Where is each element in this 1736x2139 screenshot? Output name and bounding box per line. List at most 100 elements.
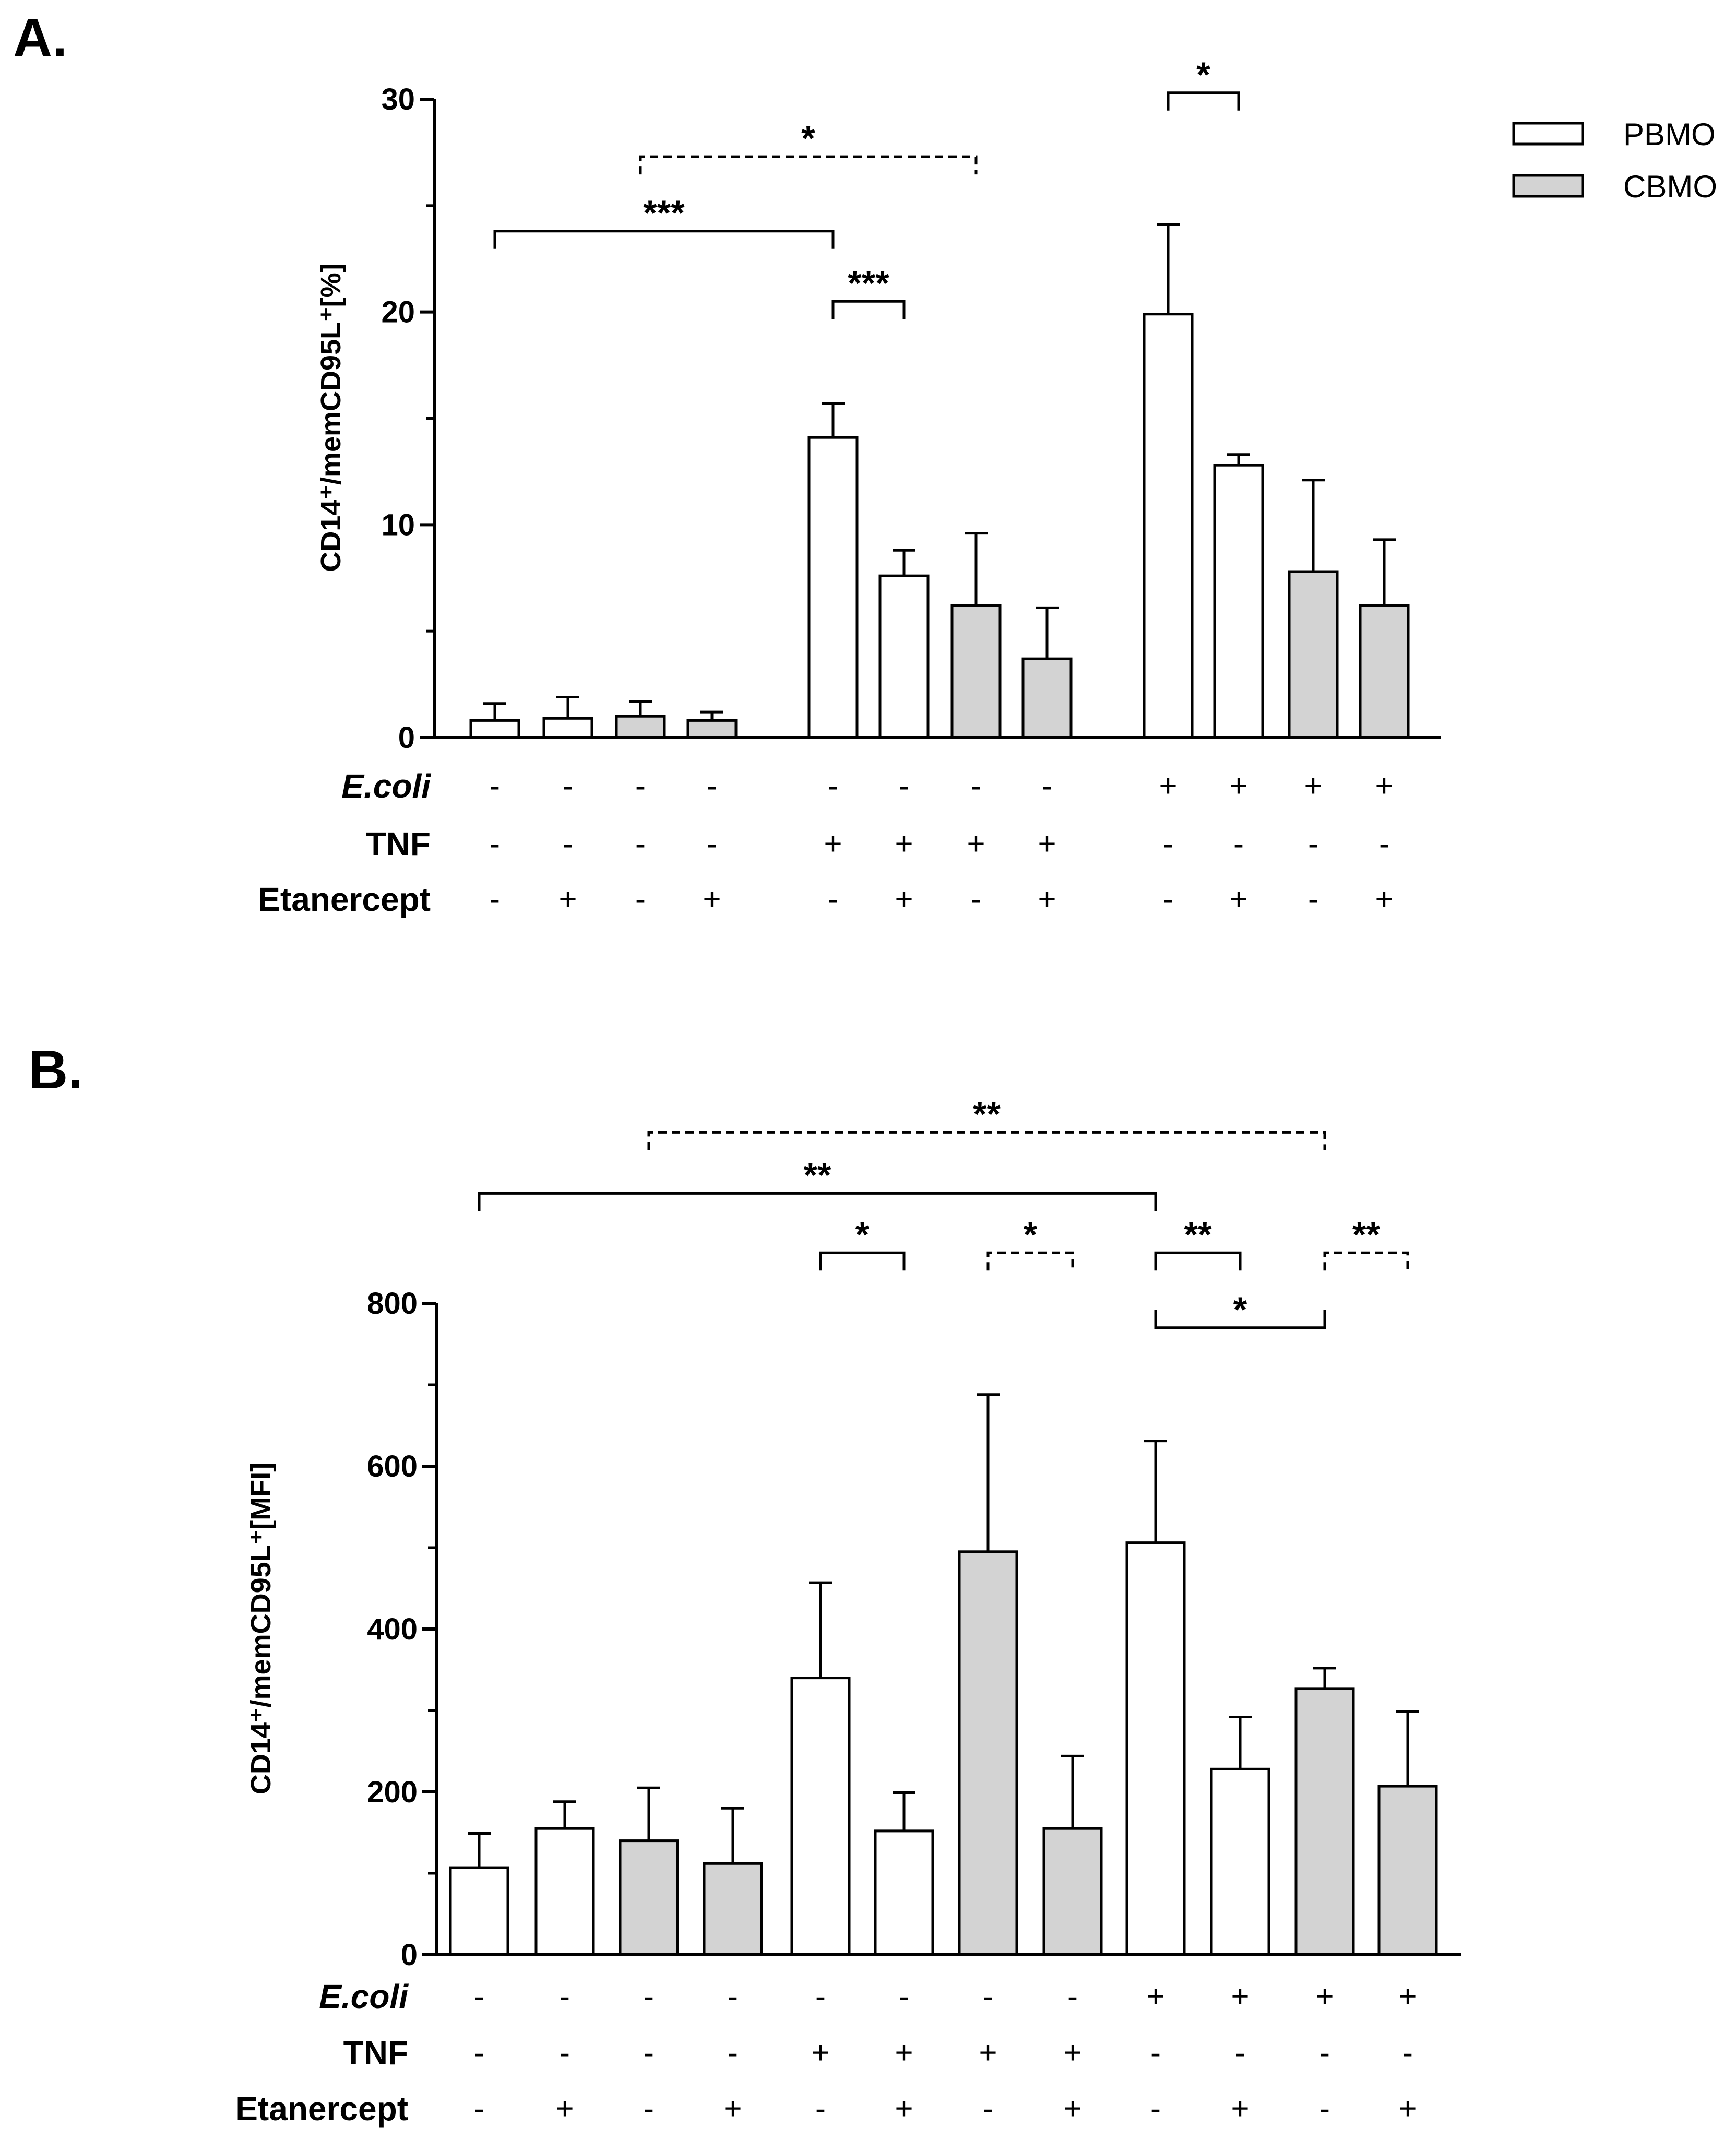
bar-cbmo-11 <box>1294 1687 1355 1956</box>
legend-swatch-cbmo <box>1512 174 1584 198</box>
significance-bracket-3 <box>819 1251 906 1271</box>
bar-cbmo-4 <box>703 1862 763 1956</box>
bar-cbmo-8 <box>1042 1827 1103 1956</box>
bar-pbmo-6 <box>878 574 930 739</box>
condition-tnf-7: + <box>967 826 985 861</box>
bar-pbmo-6 <box>874 1829 934 1956</box>
condition-etanercept-11: - <box>1319 2091 1330 2126</box>
condition-ecoli-8: - <box>1067 1979 1078 2014</box>
panel-b-label: B. <box>29 1040 83 1100</box>
condition-ecoli-3: - <box>635 768 646 803</box>
panel-a-row-label-etanercept: Etanercept <box>258 881 431 918</box>
bar-pbmo-5 <box>807 436 859 739</box>
panel-a-bars <box>469 223 1410 739</box>
y-tick-label-1: 10 <box>381 508 415 542</box>
bar-cbmo-12 <box>1377 1785 1438 1956</box>
condition-etanercept-12: + <box>1375 882 1393 917</box>
significance-label-4: * <box>1024 1215 1038 1254</box>
panel-a-row-label-ecoli: E.coli <box>341 767 431 805</box>
legend: PBMO CBMO <box>1512 117 1717 204</box>
condition-ecoli-9: + <box>1146 1979 1164 2014</box>
significance-bracket-1 <box>647 1131 1326 1150</box>
significance-label-3: *** <box>848 263 889 303</box>
condition-etanercept-6: + <box>895 882 913 917</box>
bar-cbmo-3 <box>619 1839 679 1956</box>
condition-ecoli-5: - <box>828 768 838 803</box>
significance-bracket-6 <box>1323 1251 1409 1271</box>
condition-ecoli-5: - <box>815 1979 826 2014</box>
panel-b-condition-table: E.coli TNF Etanercept - - - - - - - - + + + + - - - - + +… <box>235 1978 1417 2128</box>
condition-etanercept-1: - <box>490 882 500 917</box>
condition-ecoli-11: + <box>1304 768 1322 803</box>
bar-cbmo-8 <box>1021 657 1073 739</box>
panel-a-condition-table: E.coli TNF Etanercept - - - - - - - - + + + + - - - - + +… <box>258 767 1393 918</box>
condition-tnf-9: - <box>1150 2035 1161 2070</box>
y-tick-label-2: 20 <box>381 295 415 329</box>
panel-b-significance: ***** * ** *** <box>478 1094 1409 1329</box>
condition-etanercept-1: - <box>474 2091 484 2126</box>
condition-etanercept-9: - <box>1150 2091 1161 2126</box>
condition-tnf-3: - <box>644 2035 654 2070</box>
panel-b-row-label-ecoli: E.coli <box>319 1978 409 2015</box>
condition-tnf-5: + <box>811 2035 829 2070</box>
condition-tnf-6: + <box>895 826 913 861</box>
bar-pbmo-5 <box>790 1677 851 1956</box>
legend-label-cbmo: CBMO <box>1623 169 1717 204</box>
bar-pbmo-2 <box>534 1827 595 1956</box>
significance-bracket-1 <box>493 230 835 249</box>
condition-tnf-6: + <box>895 2035 913 2070</box>
condition-etanercept-8: + <box>1038 882 1056 917</box>
condition-tnf-8: + <box>1063 2035 1081 2070</box>
significance-bracket-4 <box>986 1251 1074 1271</box>
bar-cbmo-3 <box>615 715 666 739</box>
condition-tnf-11: - <box>1319 2035 1330 2070</box>
y-tick-label-4: 800 <box>367 1287 418 1321</box>
bar-pbmo-10 <box>1213 464 1264 739</box>
panel-a-label: A. <box>13 8 67 68</box>
condition-tnf-3: - <box>635 826 646 861</box>
bar-cbmo-7 <box>958 1550 1018 1956</box>
condition-etanercept-6: + <box>895 2091 913 2126</box>
y-tick-label-2: 400 <box>367 1612 418 1646</box>
bar-pbmo-2 <box>542 717 593 739</box>
significance-label-1: ** <box>973 1094 1001 1134</box>
condition-etanercept-3: - <box>635 882 646 917</box>
panel-b-y-axis-label: CD14⁺/memCD95L⁺[MFI] <box>245 1463 277 1795</box>
condition-tnf-12: - <box>1402 2035 1413 2070</box>
condition-etanercept-10: + <box>1231 2091 1249 2126</box>
condition-tnf-10: - <box>1233 826 1244 861</box>
condition-tnf-5: + <box>824 826 842 861</box>
condition-ecoli-11: + <box>1315 1979 1334 2014</box>
condition-tnf-1: - <box>490 826 500 861</box>
significance-label-2: * <box>801 118 815 158</box>
condition-etanercept-8: + <box>1063 2091 1081 2126</box>
condition-ecoli-10: + <box>1229 768 1247 803</box>
bar-pbmo-9 <box>1143 313 1194 739</box>
panel-a-row-label-tnf: TNF <box>366 825 431 863</box>
condition-etanercept-7: - <box>983 2091 993 2126</box>
bar-cbmo-7 <box>950 604 1002 739</box>
panel-b-bars <box>449 1393 1438 1956</box>
condition-ecoli-8: - <box>1042 768 1052 803</box>
legend-label-pbmo: PBMO <box>1623 117 1716 152</box>
y-tick-label-1: 200 <box>367 1775 418 1809</box>
condition-tnf-1: - <box>474 2035 484 2070</box>
bar-pbmo-9 <box>1125 1541 1186 1956</box>
significance-bracket-7 <box>1154 1310 1326 1329</box>
condition-ecoli-6: - <box>899 1979 909 2014</box>
condition-etanercept-9: - <box>1163 882 1173 917</box>
y-tick-label-3: 30 <box>381 82 415 116</box>
bar-pbmo-1 <box>449 1866 509 1956</box>
significance-label-7: * <box>1233 1290 1247 1329</box>
legend-swatch-pbmo <box>1512 122 1584 146</box>
condition-etanercept-4: + <box>703 882 721 917</box>
condition-tnf-4: - <box>707 826 717 861</box>
condition-tnf-7: + <box>979 2035 997 2070</box>
condition-ecoli-7: - <box>971 768 981 803</box>
condition-tnf-11: - <box>1308 826 1318 861</box>
significance-bracket-3 <box>831 300 906 319</box>
condition-tnf-2: - <box>563 826 573 861</box>
significance-bracket-4 <box>1167 91 1240 111</box>
